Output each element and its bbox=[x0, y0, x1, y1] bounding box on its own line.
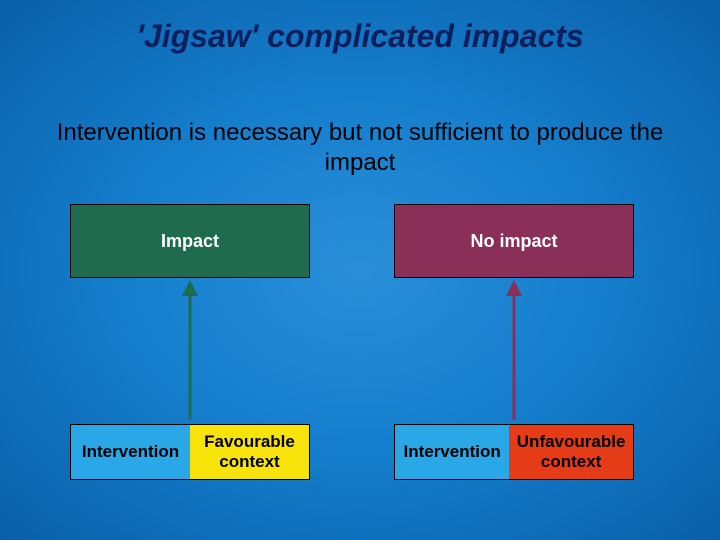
intervention-label-right: Intervention bbox=[403, 442, 500, 462]
intervention-cell-left: Intervention bbox=[71, 425, 190, 479]
arrow-left-head bbox=[182, 280, 198, 296]
slide-subtitle: Intervention is necessary but not suffic… bbox=[30, 118, 690, 178]
arrow-left bbox=[180, 282, 200, 420]
arrow-right bbox=[504, 282, 524, 420]
arrow-right-head bbox=[506, 280, 522, 296]
arrow-left-shaft bbox=[189, 296, 192, 420]
favourable-context-cell: Favourable context bbox=[190, 425, 309, 479]
intervention-unfavourable-pair: Intervention Unfavourable context bbox=[394, 424, 634, 480]
no-impact-box-label: No impact bbox=[470, 231, 557, 252]
favourable-context-label: Favourable context bbox=[194, 432, 305, 472]
intervention-favourable-pair: Intervention Favourable context bbox=[70, 424, 310, 480]
slide-title: 'Jigsaw' complicated impacts bbox=[0, 18, 720, 55]
slide: 'Jigsaw' complicated impacts Interventio… bbox=[0, 0, 720, 540]
unfavourable-context-label: Unfavourable context bbox=[513, 432, 629, 472]
impact-box-label: Impact bbox=[161, 231, 219, 252]
arrow-right-shaft bbox=[513, 296, 516, 420]
no-impact-box: No impact bbox=[394, 204, 634, 278]
intervention-cell-right: Intervention bbox=[395, 425, 509, 479]
unfavourable-context-cell: Unfavourable context bbox=[509, 425, 633, 479]
impact-box: Impact bbox=[70, 204, 310, 278]
intervention-label-left: Intervention bbox=[82, 442, 179, 462]
